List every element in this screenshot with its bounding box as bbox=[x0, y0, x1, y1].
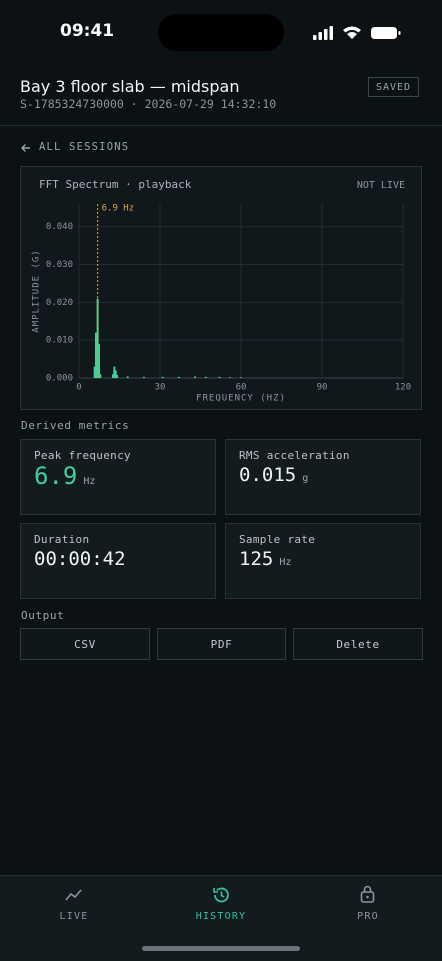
metric-card: Duration 00:00:42 bbox=[20, 523, 216, 599]
metric-label: RMS acceleration bbox=[239, 449, 350, 462]
back-arrow bbox=[21, 144, 30, 152]
bar bbox=[99, 374, 102, 378]
metric-number: 00:00:42 bbox=[34, 548, 126, 570]
session-subtitle: S-1785324730000 · 2026-07-29 14:32:10 bbox=[20, 97, 277, 111]
bar bbox=[113, 366, 116, 378]
bar bbox=[240, 377, 242, 378]
bar bbox=[177, 376, 180, 378]
chart-title: FFT Spectrum · playback bbox=[39, 178, 192, 191]
metric-card: RMS acceleration 0.015 g bbox=[225, 439, 421, 515]
y-axis-label: AMPLITUDE (G) bbox=[32, 249, 42, 332]
spectrum-chart: FFT Spectrum · playback NOT LIVE 0.000 0.01… bbox=[32, 178, 412, 404]
metric-value: 125 Hz bbox=[239, 548, 291, 570]
y-tick-label: 0.010 bbox=[46, 336, 73, 346]
bar bbox=[161, 376, 164, 378]
metric-card: Peak frequency 6.9 Hz bbox=[20, 439, 216, 515]
bar bbox=[229, 377, 232, 378]
metric-number: 0.015 bbox=[239, 464, 297, 486]
metric-number: 6.9 bbox=[34, 462, 78, 490]
metric-unit: Hz bbox=[83, 476, 96, 487]
divider bbox=[0, 125, 442, 126]
output-heading: Output bbox=[21, 609, 65, 622]
output-button[interactable]: Delete bbox=[293, 628, 423, 660]
tab-icon-live bbox=[65, 889, 82, 901]
bar bbox=[95, 332, 98, 378]
metric-card: Sample rate 125 Hz bbox=[225, 523, 421, 599]
bar bbox=[97, 343, 100, 378]
bar bbox=[114, 370, 117, 378]
y-tick-label: 0.020 bbox=[46, 298, 73, 308]
bar bbox=[218, 376, 221, 378]
dynamic-island bbox=[158, 14, 284, 51]
bar bbox=[116, 374, 119, 378]
bar bbox=[142, 376, 145, 378]
saved-badge: SAVED bbox=[368, 77, 419, 97]
metric-number: 125 bbox=[239, 548, 274, 570]
status-icons bbox=[313, 26, 401, 40]
metric-label: Peak frequency bbox=[34, 449, 131, 462]
peak-label: 6.9 Hz bbox=[102, 204, 135, 214]
bar bbox=[126, 376, 129, 378]
metric-value: 6.9 Hz bbox=[34, 462, 95, 490]
metric-label: Sample rate bbox=[239, 533, 316, 546]
bar bbox=[96, 298, 99, 378]
x-tick-label: 30 bbox=[155, 383, 166, 393]
metrics-heading: Derived metrics bbox=[21, 419, 130, 432]
tab-icon-history bbox=[213, 887, 229, 903]
metric-unit: g bbox=[302, 473, 309, 484]
metric-label: Duration bbox=[34, 533, 90, 546]
output-button[interactable]: CSV bbox=[20, 628, 150, 660]
chart-status: NOT LIVE bbox=[357, 180, 405, 191]
bar bbox=[93, 366, 96, 378]
tab-label[interactable]: PRO bbox=[357, 911, 379, 922]
bar bbox=[112, 374, 115, 378]
y-tick-label: 0.040 bbox=[46, 222, 73, 232]
bar bbox=[204, 376, 207, 378]
tab-icon-pro bbox=[360, 885, 375, 903]
tab-label[interactable]: LIVE bbox=[59, 911, 89, 922]
y-tick-label: 0.030 bbox=[46, 260, 73, 270]
x-tick-label: 0 bbox=[76, 383, 81, 393]
x-tick-label: 120 bbox=[395, 383, 411, 393]
metric-value: 00:00:42 bbox=[34, 548, 126, 570]
bar bbox=[194, 376, 197, 378]
metric-unit: Hz bbox=[279, 557, 292, 568]
spectrum-panel: FFT Spectrum · playback NOT LIVE 0.000 0.01… bbox=[20, 166, 422, 410]
session-title: Bay 3 floor slab — midspan bbox=[20, 77, 240, 96]
y-tick-label: 0.000 bbox=[46, 374, 73, 384]
status-time: 09:41 bbox=[60, 21, 115, 41]
metric-value: 0.015 g bbox=[239, 464, 308, 486]
tab-label[interactable]: HISTORY bbox=[195, 911, 247, 922]
output-button[interactable]: PDF bbox=[157, 628, 286, 660]
x-tick-label: 90 bbox=[317, 383, 328, 393]
x-axis-label: FREQUENCY (HZ) bbox=[196, 394, 286, 404]
x-tick-label: 60 bbox=[236, 383, 247, 393]
back-link[interactable]: ALL SESSIONS bbox=[39, 141, 130, 153]
home-indicator bbox=[142, 946, 300, 951]
